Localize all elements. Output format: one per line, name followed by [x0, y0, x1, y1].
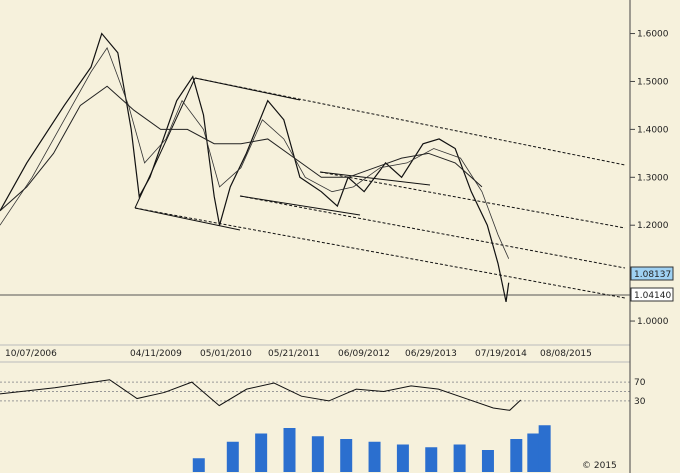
- channel-line: [134, 207, 241, 231]
- volume-bar: [510, 439, 523, 472]
- volume-bar: [255, 433, 268, 472]
- y-tick-label: 1.2000: [637, 221, 669, 231]
- y-tick-label: 1.0000: [637, 317, 669, 327]
- y-axis-ticks: 1.00001.10001.20001.30001.40001.50001.60…: [630, 30, 669, 327]
- volume-bar: [311, 436, 324, 472]
- x-tick-label: 06/29/2013: [405, 349, 457, 359]
- x-tick-label: 08/08/2015: [540, 349, 592, 359]
- x-tick-label: 06/09/2012: [338, 349, 390, 359]
- series-line: [0, 85, 483, 212]
- volume-bar: [481, 450, 494, 472]
- gridlines: [0, 294, 630, 363]
- volume-bar: [368, 441, 381, 472]
- oscillator-tick-label: 30: [634, 397, 646, 407]
- price-labels: 1.08137 1.04140: [630, 266, 674, 302]
- oscillator-panel: 70 30: [0, 378, 646, 411]
- volume-bar: [538, 425, 551, 472]
- volume-bar: [453, 444, 466, 472]
- channel-line: [194, 77, 301, 101]
- volume-panel: [192, 425, 551, 472]
- y-tick-label: 1.4000: [637, 125, 669, 135]
- series-line: [0, 47, 510, 259]
- channel-line: [134, 207, 626, 299]
- channel-line: [319, 171, 626, 229]
- channel-line: [239, 195, 626, 269]
- volume-bar: [425, 447, 438, 472]
- y-tick-label: 1.6000: [637, 30, 669, 40]
- x-tick-label: 10/07/2006: [5, 349, 57, 359]
- x-tick-label: 05/01/2010: [200, 349, 252, 359]
- channel-line: [239, 195, 361, 216]
- x-tick-label: 05/21/2011: [268, 349, 320, 359]
- x-axis-ticks: 10/07/2006 04/11/2009 05/01/2010 05/21/2011…: [5, 349, 592, 359]
- price-series: [0, 32, 510, 302]
- volume-bar: [527, 433, 540, 472]
- series-line: [0, 32, 510, 302]
- volume-bar: [192, 458, 205, 472]
- volume-bar: [396, 444, 409, 472]
- y-tick-label: 1.5000: [637, 77, 669, 87]
- watermark: © 2015: [582, 461, 617, 471]
- price-label-box: [630, 287, 674, 302]
- oscillator-tick-label: 70: [634, 378, 646, 388]
- channel-line: [194, 77, 626, 166]
- volume-bar: [226, 441, 239, 472]
- volume-bar: [340, 439, 353, 472]
- oscillator-line: [0, 379, 522, 411]
- x-tick-label: 04/11/2009: [130, 349, 182, 359]
- price-label-box: [630, 266, 674, 281]
- price-label: 1.08137: [634, 270, 671, 280]
- x-tick-label: 07/19/2014: [475, 349, 527, 359]
- channel-line: [319, 171, 431, 186]
- volume-bar: [283, 428, 296, 472]
- y-tick-label: 1.3000: [637, 173, 669, 183]
- price-label: 1.04140: [634, 291, 671, 301]
